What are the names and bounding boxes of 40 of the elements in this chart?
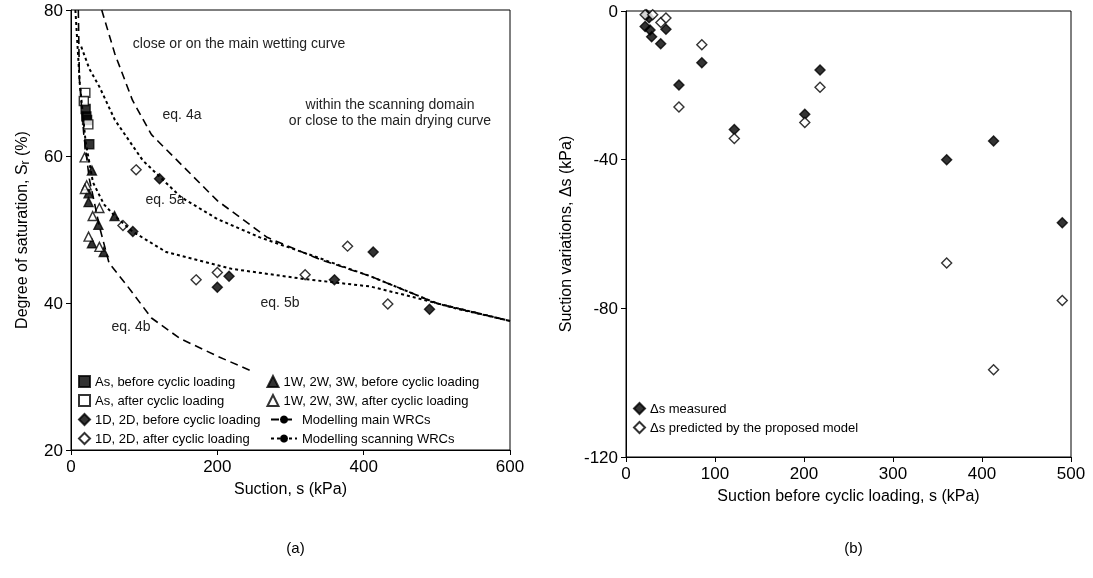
legend-label: Δs predicted by the proposed model bbox=[650, 420, 859, 435]
y-tick-label: -120 bbox=[583, 447, 618, 467]
legend-label: As, after cyclic loading bbox=[95, 393, 225, 408]
y-tick-label: -80 bbox=[593, 298, 618, 318]
x-tick-label: 600 bbox=[495, 457, 525, 476]
x-tick-label: 300 bbox=[878, 464, 908, 483]
x-axis-title: Suction, s (kPa) bbox=[234, 479, 347, 497]
y-tick-label: 60 bbox=[44, 147, 63, 167]
y-tick-label: -40 bbox=[593, 150, 618, 170]
y-axis-title: Suction variations, Δs (kPa) bbox=[556, 135, 574, 333]
text: (b) bbox=[844, 539, 863, 556]
y-tick-label: 80 bbox=[44, 0, 63, 20]
x-tick-label: 400 bbox=[349, 457, 378, 476]
x-tick-label: 500 bbox=[1056, 464, 1086, 483]
y-tick-label: 20 bbox=[44, 440, 63, 460]
legend-label: 1D, 2D, before cyclic loading bbox=[95, 412, 261, 427]
y-axis-title: Degree of saturation, Sr (%) bbox=[12, 131, 32, 329]
y-tick-label: 0 bbox=[608, 1, 618, 21]
annotation: within the scanning domain or close to the main drying curve bbox=[288, 96, 492, 128]
x-tick-label: 200 bbox=[203, 457, 232, 476]
legend-label: As, before cyclic loading bbox=[95, 374, 236, 389]
annotation: eq. 4a bbox=[162, 106, 202, 122]
annotation: eq. 4b bbox=[111, 318, 151, 334]
x-tick-label: 0 bbox=[621, 464, 631, 483]
legend-label: Δs measured bbox=[650, 401, 727, 416]
annotation: close or on the main wetting curve bbox=[132, 35, 346, 51]
legend-label: Modelling main WRCs bbox=[302, 412, 432, 427]
x-tick-label: 200 bbox=[789, 464, 819, 483]
x-tick-label: 0 bbox=[66, 457, 76, 476]
legend-label: Modelling scanning WRCs bbox=[302, 431, 455, 446]
legend-label: 1W, 2W, 3W, before cyclic loading bbox=[283, 374, 480, 389]
legend-label: 1W, 2W, 3W, after cyclic loading bbox=[283, 393, 469, 408]
x-tick-label: 400 bbox=[967, 464, 997, 483]
y-tick-label: 40 bbox=[44, 293, 63, 313]
annotation: eq. 5a bbox=[145, 191, 185, 207]
legend-label: 1D, 2D, after cyclic loading bbox=[95, 431, 250, 446]
annotation: eq. 5b bbox=[260, 294, 300, 310]
x-tick-label: 100 bbox=[700, 464, 730, 483]
x-axis-title: Suction before cyclic loading, s (kPa) bbox=[717, 486, 980, 504]
text: (a) bbox=[286, 539, 305, 556]
